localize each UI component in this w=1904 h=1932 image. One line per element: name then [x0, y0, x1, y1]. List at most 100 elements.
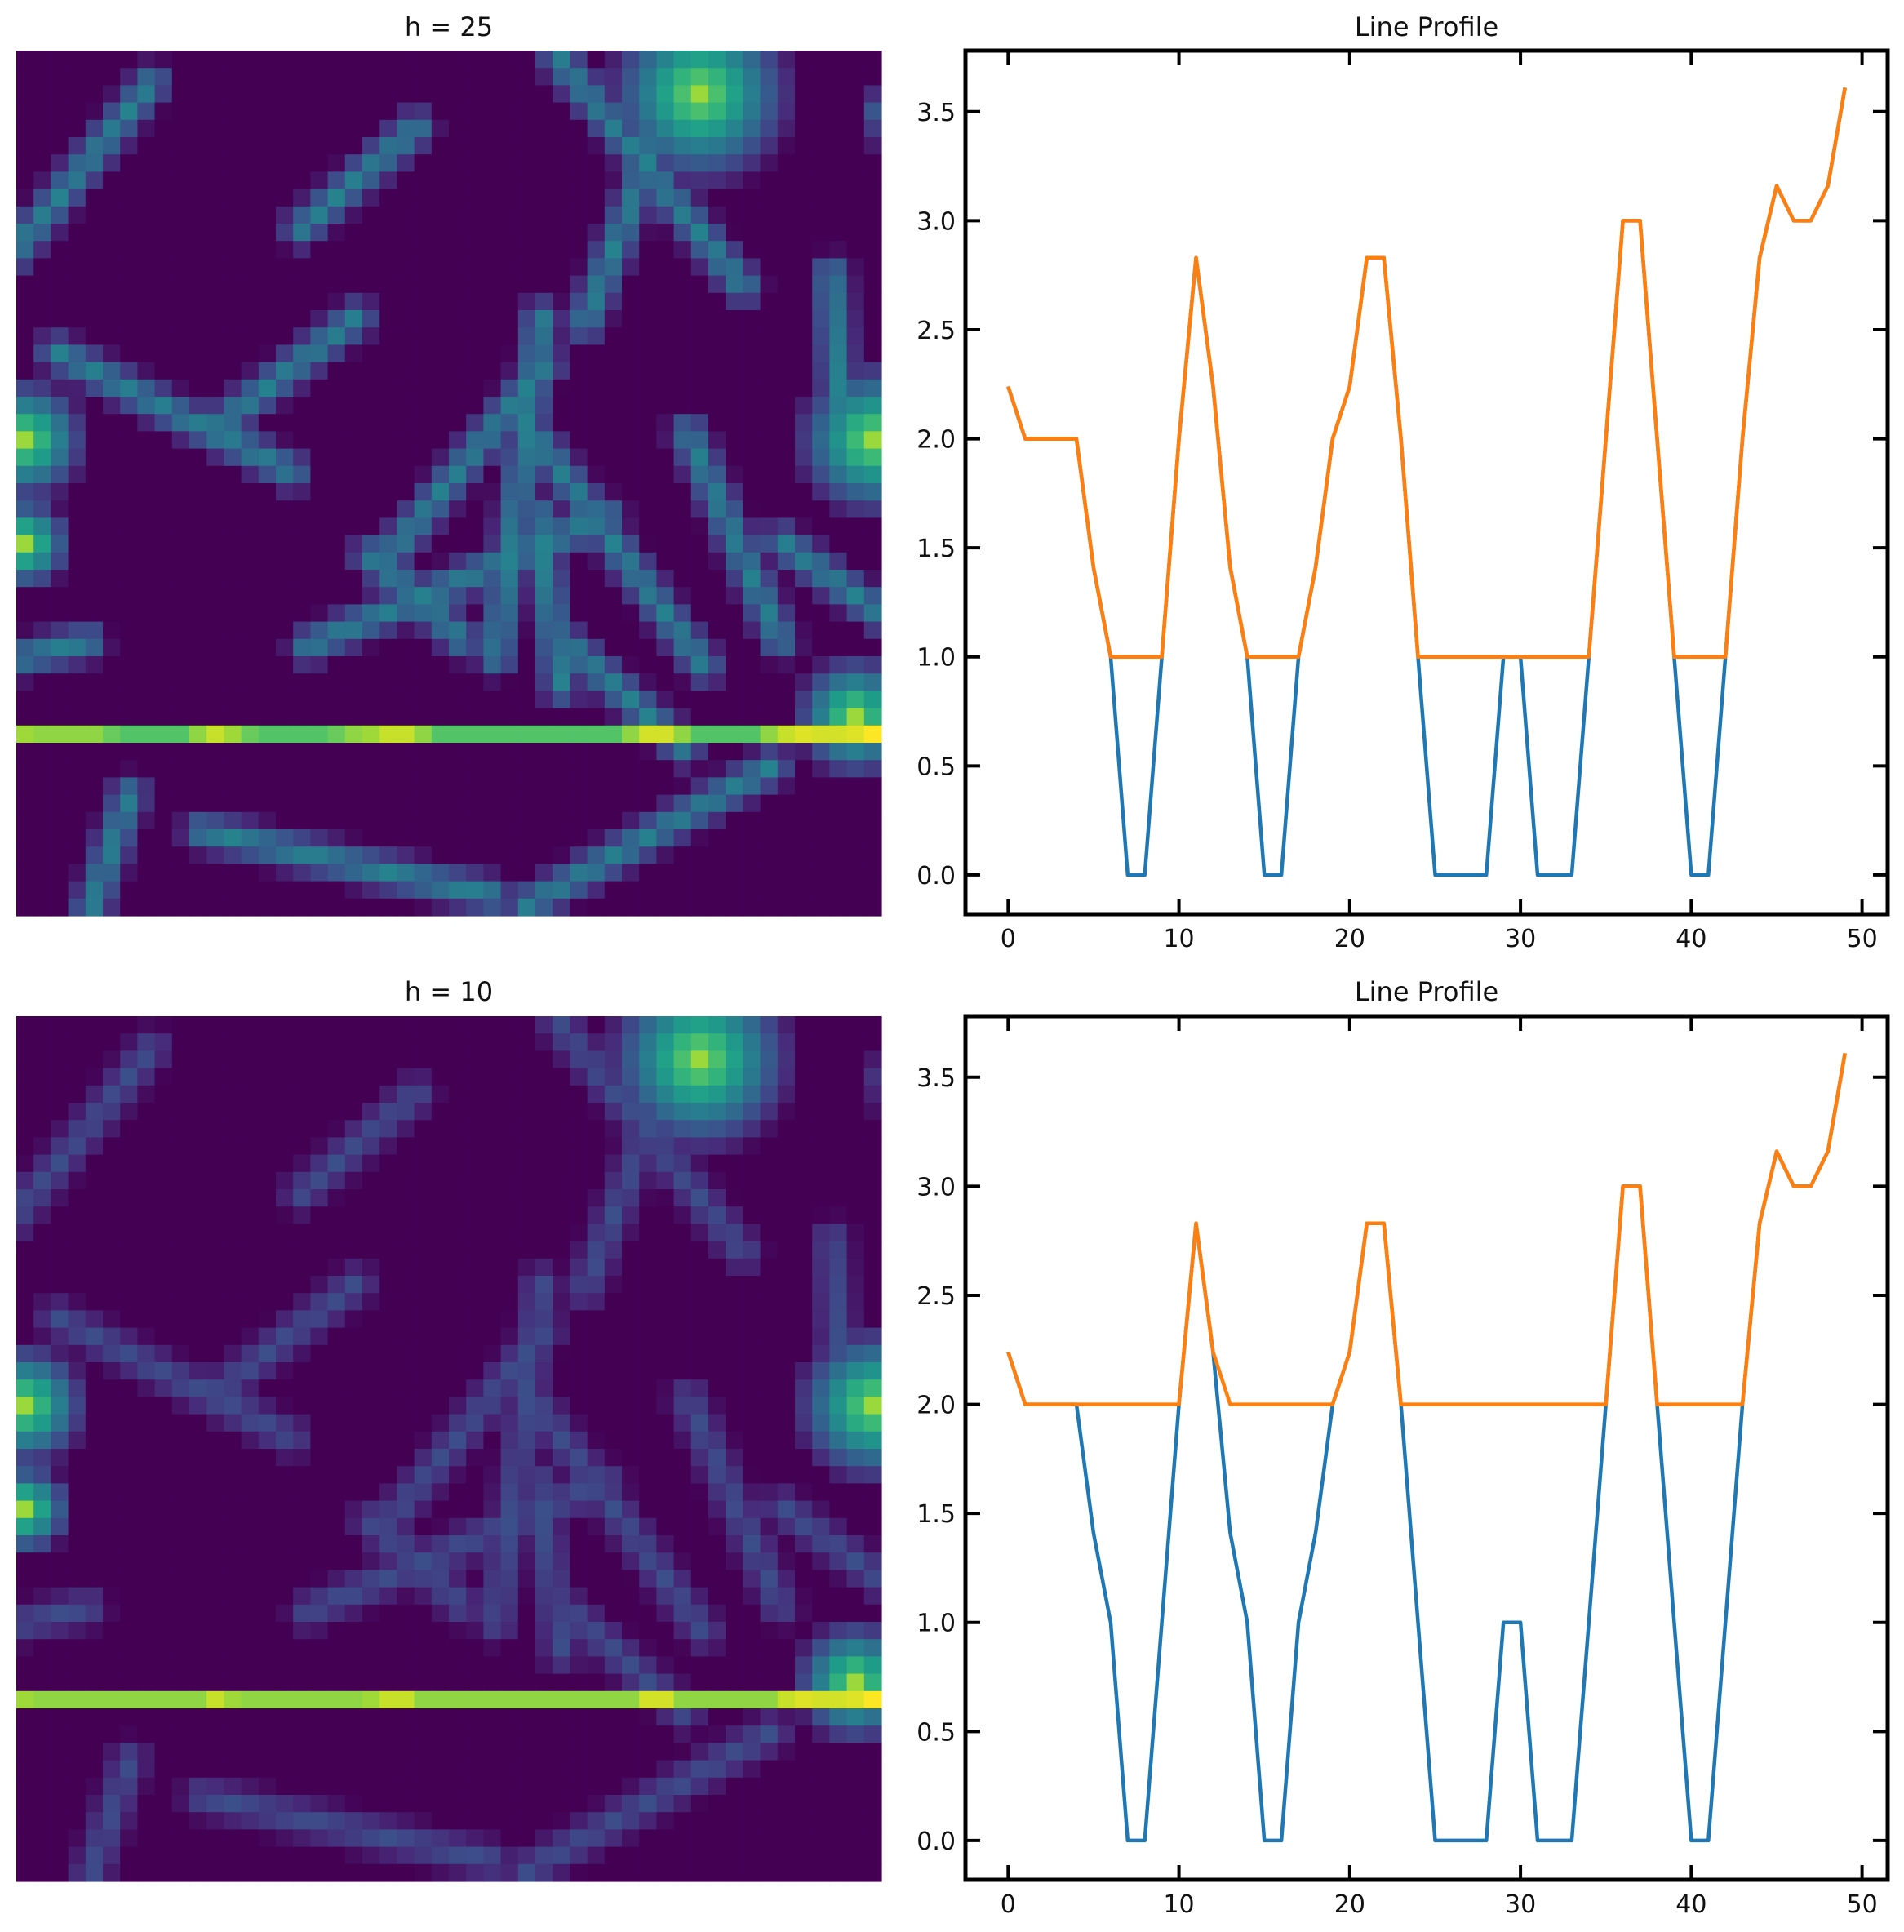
heatmap-cell	[51, 362, 69, 380]
heatmap-cell	[466, 604, 484, 623]
heatmap-cell	[553, 258, 570, 277]
heatmap-cell	[535, 275, 553, 294]
heatmap-cell	[414, 1310, 433, 1329]
heatmap-cell	[397, 898, 415, 917]
heatmap-cell	[293, 1795, 311, 1813]
heatmap-title-top: h = 25	[405, 11, 493, 42]
heatmap-cell	[189, 171, 207, 190]
heatmap-cell	[85, 310, 104, 328]
heatmap-cell	[587, 777, 606, 796]
heatmap-cell	[171, 1604, 190, 1623]
heatmap-cell	[276, 1570, 294, 1588]
heatmap-cell	[466, 1760, 484, 1779]
heatmap-cell	[206, 1327, 224, 1346]
heatmap-cell	[535, 465, 553, 484]
heatmap-cell	[137, 102, 156, 121]
heatmap-cell	[85, 397, 104, 415]
heatmap-cell	[587, 570, 606, 588]
heatmap-cell	[570, 777, 588, 796]
heatmap-cell	[206, 1241, 224, 1259]
heatmap-cell	[103, 1189, 121, 1207]
heatmap-cell	[708, 1517, 726, 1536]
heatmap-cell	[327, 1500, 346, 1519]
heatmap-cell	[726, 1397, 743, 1415]
heatmap-cell	[777, 171, 796, 190]
heatmap-cell	[449, 656, 467, 674]
heatmap-cell	[500, 1154, 519, 1173]
heatmap-cell	[414, 1362, 433, 1380]
heatmap-cell	[466, 1120, 484, 1138]
heatmap-cell	[206, 1137, 224, 1156]
heatmap-cell	[743, 517, 761, 536]
heatmap-cell	[795, 448, 813, 467]
heatmap-cell	[33, 1587, 51, 1606]
heatmap-cell	[690, 431, 709, 450]
heatmap-cell	[344, 743, 363, 761]
heatmap-cell	[726, 51, 743, 69]
heatmap-cell	[726, 604, 743, 623]
heatmap-cell	[483, 1725, 502, 1743]
heatmap-cell	[327, 310, 346, 328]
heatmap-cell	[258, 881, 277, 899]
heatmap-cell	[726, 517, 743, 536]
heatmap-cell	[189, 362, 207, 380]
heatmap-cell	[673, 587, 692, 605]
heatmap-cell	[656, 725, 675, 744]
heatmap-cell	[760, 1016, 779, 1034]
heatmap-cell	[673, 829, 692, 847]
heatmap-cell	[829, 898, 848, 917]
heatmap-cell	[414, 414, 433, 432]
heatmap-cell	[103, 1656, 121, 1675]
heatmap-cell	[224, 1552, 242, 1570]
heatmap-cell	[587, 1483, 606, 1502]
heatmap-cell	[535, 102, 553, 121]
heatmap-cell	[171, 1171, 190, 1190]
heatmap-cell	[535, 1050, 553, 1069]
heatmap-cell	[449, 587, 467, 605]
heatmap-cell	[103, 275, 121, 294]
heatmap-cell	[812, 1189, 830, 1207]
heatmap-cell	[483, 171, 502, 190]
heatmap-cell	[431, 1379, 450, 1397]
heatmap-cell	[85, 1812, 104, 1830]
heatmap-cell	[327, 102, 346, 121]
heatmap-cell	[327, 794, 346, 813]
heatmap-cell	[327, 1708, 346, 1726]
heatmap-cell	[812, 656, 830, 674]
heatmap-cell	[690, 327, 709, 345]
heatmap-cell	[206, 1189, 224, 1207]
heatmap-cell	[16, 1449, 34, 1467]
heatmap-cell	[639, 1622, 657, 1640]
heatmap-cell	[379, 1224, 397, 1242]
heatmap-cell	[466, 102, 484, 121]
heatmap-cell	[120, 743, 138, 761]
heatmap-cell	[726, 224, 743, 242]
heatmap-cell	[863, 327, 882, 345]
heatmap-cell	[570, 500, 588, 518]
heatmap-cell	[171, 275, 190, 294]
heatmap-cell	[276, 171, 294, 190]
heatmap-cell	[224, 1535, 242, 1553]
heatmap-cell	[483, 292, 502, 311]
heatmap-cell	[33, 1829, 51, 1848]
heatmap-cell	[449, 1241, 467, 1259]
y-tick-label: 2.5	[916, 317, 956, 345]
heatmap-cell	[414, 310, 433, 328]
heatmap-cell	[103, 1085, 121, 1104]
heatmap-cell	[863, 1189, 882, 1207]
heatmap-cell	[16, 258, 34, 277]
heatmap-cell	[466, 1725, 484, 1743]
heatmap-cell	[327, 1673, 346, 1692]
heatmap-cell	[414, 1517, 433, 1536]
heatmap-cell	[587, 1795, 606, 1813]
heatmap-cell	[708, 1500, 726, 1519]
heatmap-cell	[103, 1587, 121, 1606]
heatmap-cell	[656, 656, 675, 674]
heatmap-cell	[51, 1085, 69, 1104]
heatmap-cell	[327, 379, 346, 398]
heatmap-cell	[570, 1622, 588, 1640]
heatmap-cell	[622, 794, 640, 813]
heatmap-cell	[639, 517, 657, 536]
heatmap-cell	[777, 1673, 796, 1692]
heatmap-cell	[397, 1137, 415, 1156]
